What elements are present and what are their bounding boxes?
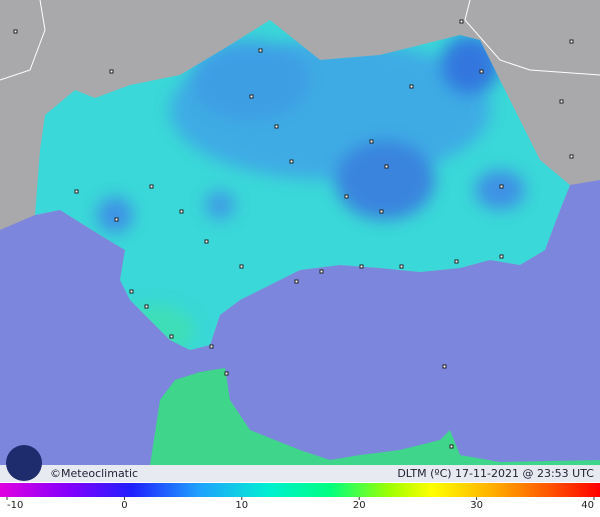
caption: DLTM (ºC) 17-11-2021 @ 23:53 UTC: [397, 467, 594, 480]
sea: [0, 180, 600, 465]
colorbar: [0, 483, 600, 497]
credit: ©Meteoclimatic: [50, 467, 138, 480]
border: [464, 0, 600, 76]
colorbar-tick-label: 30: [470, 500, 483, 511]
stations: [13, 19, 574, 449]
colorbar-tick-label: 0: [121, 500, 127, 511]
border: [0, 0, 46, 81]
logo: [6, 445, 42, 481]
morocco: [150, 368, 600, 465]
caption-strip: [0, 465, 600, 482]
colorbar-tick-label: 10: [235, 500, 248, 511]
colorbar-tick-label: 20: [353, 500, 366, 511]
colorbar-tick-label: -10: [7, 500, 23, 511]
colorbar-tick-label: 40: [581, 500, 594, 511]
